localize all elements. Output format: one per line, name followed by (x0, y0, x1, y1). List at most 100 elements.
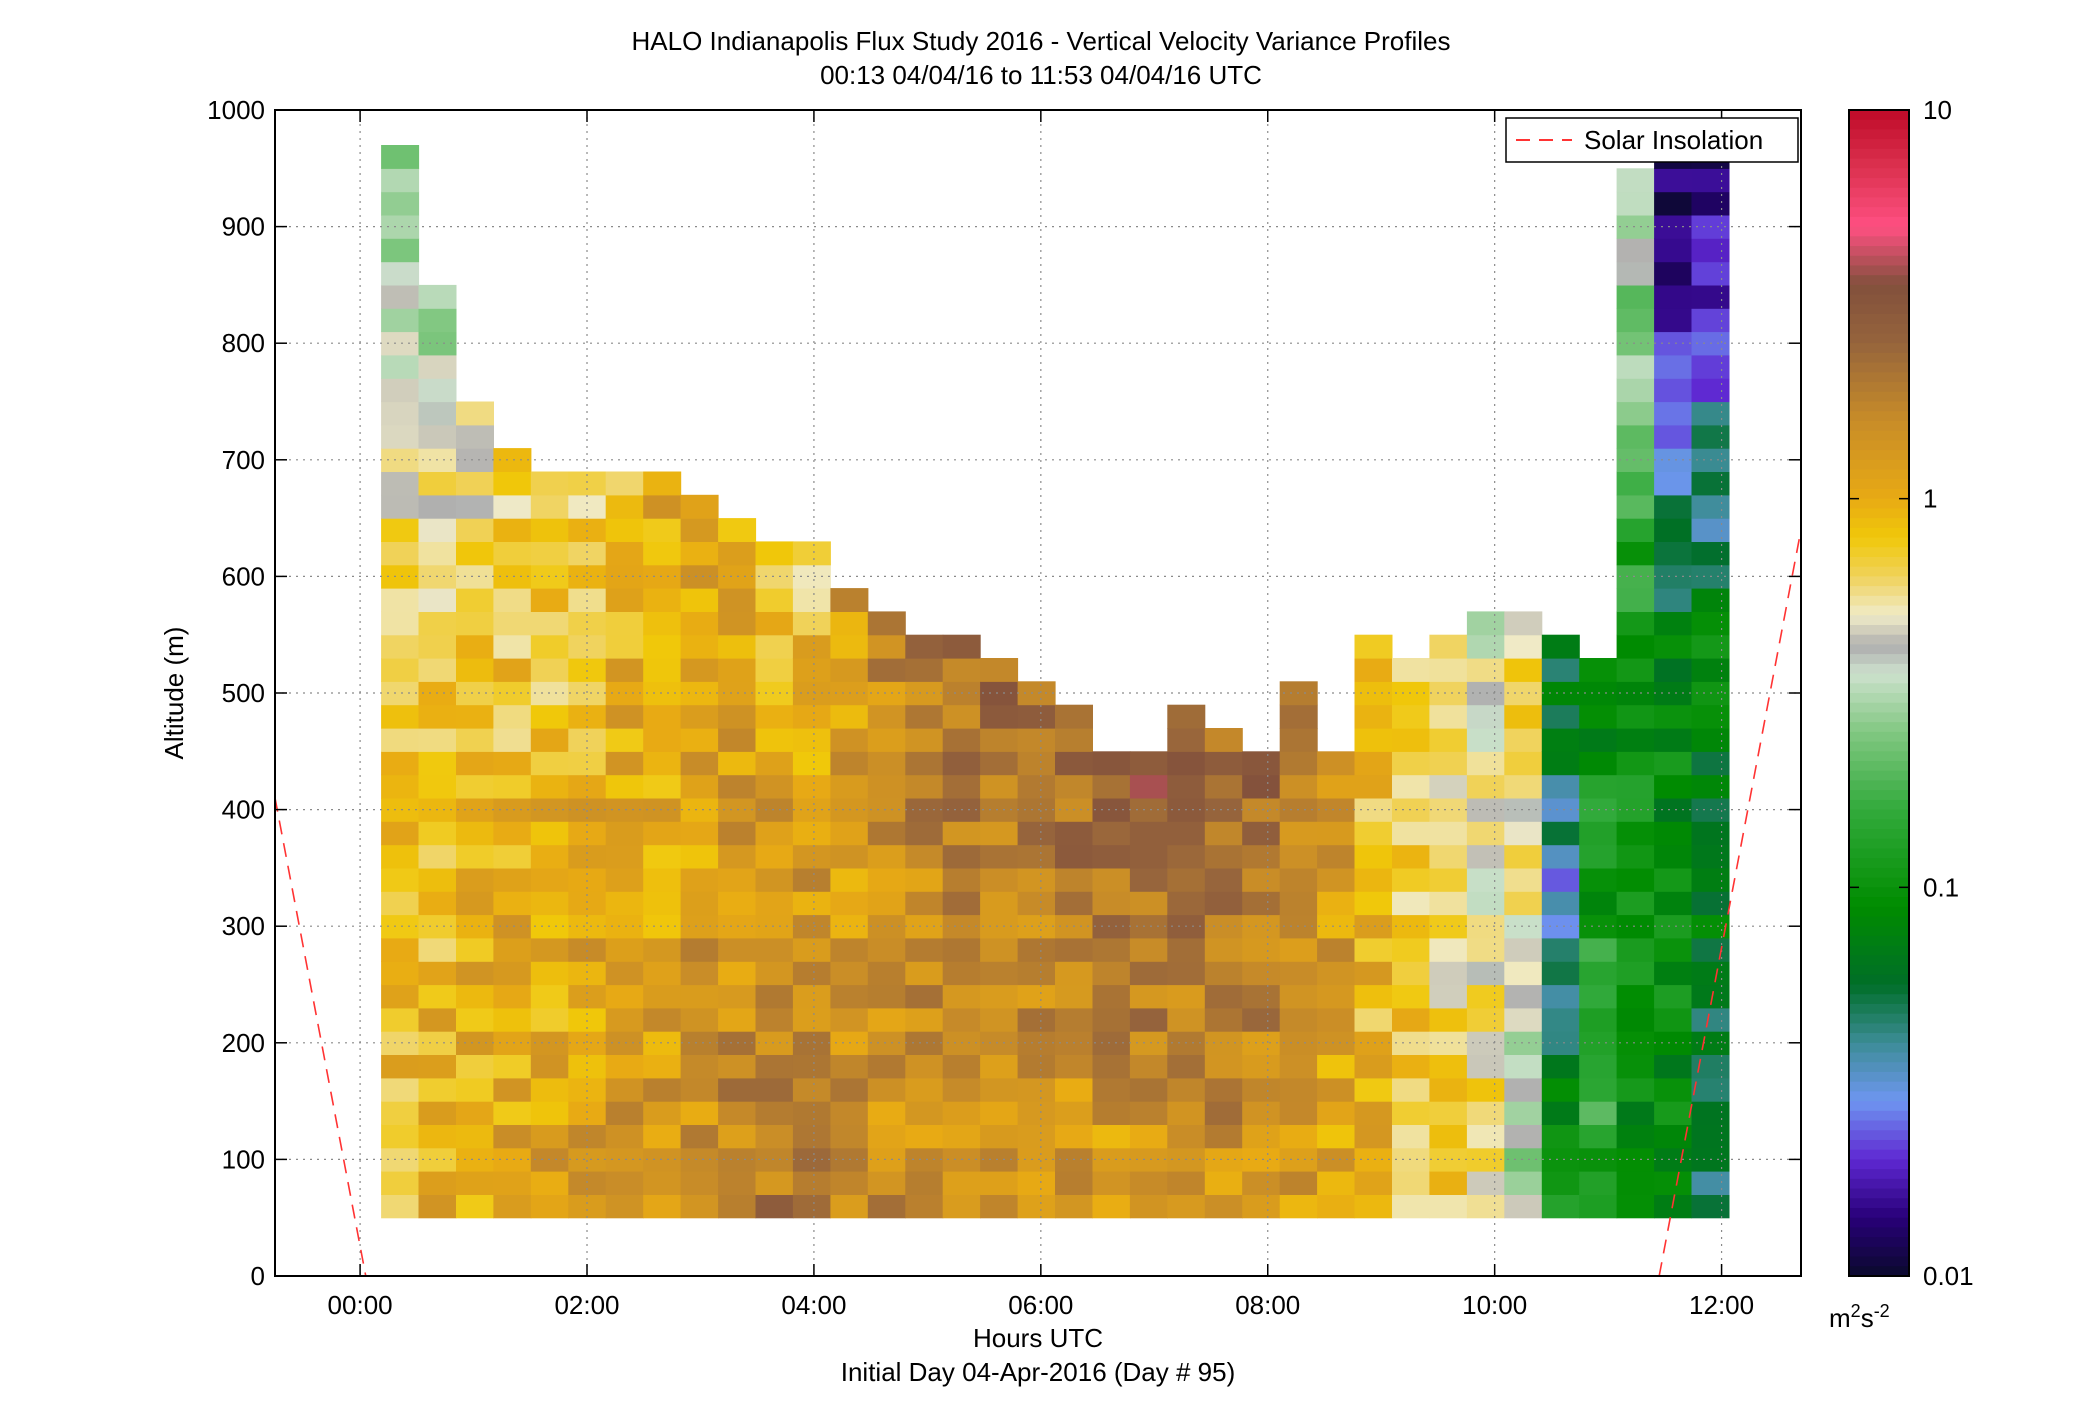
heatmap-cell (867, 821, 906, 846)
colorbar-segment (1849, 450, 1909, 461)
heatmap-cell (1392, 1101, 1430, 1125)
heatmap-cell (1092, 844, 1131, 869)
heatmap-cell (530, 1194, 569, 1219)
heatmap-cell (493, 704, 532, 729)
heatmap-cell (1392, 1077, 1430, 1102)
heatmap-cell (381, 961, 420, 986)
heatmap-cell (381, 1147, 420, 1172)
colorbar-segment (1849, 1207, 1909, 1219)
heatmap-cell (1654, 1054, 1693, 1079)
heatmap-cell (942, 751, 981, 776)
heatmap-cell (867, 797, 906, 822)
heatmap-cell (980, 984, 1019, 1009)
heatmap-cell (1541, 914, 1580, 939)
heatmap-cell (381, 774, 420, 799)
y-tick-label: 600 (222, 561, 265, 591)
heatmap-cell (456, 797, 494, 822)
heatmap-cell (792, 611, 831, 636)
heatmap-cell (381, 378, 420, 403)
heatmap-cell (867, 751, 906, 776)
y-tick-label: 800 (222, 328, 265, 358)
heatmap-cell (1429, 1031, 1468, 1055)
heatmap-cell (1429, 914, 1468, 939)
heatmap-cell (381, 1007, 420, 1032)
colorbar-segment (1849, 391, 1909, 403)
heatmap-cell (755, 1147, 794, 1172)
heatmap-cell (1055, 1124, 1093, 1149)
heatmap-cell (643, 541, 682, 566)
heatmap-cell (1129, 1124, 1168, 1149)
colorbar-segment (1849, 819, 1909, 830)
heatmap-cell (792, 914, 831, 939)
heatmap-cell (755, 774, 794, 799)
heatmap-cell (493, 1101, 532, 1125)
heatmap-cell (1466, 704, 1505, 729)
heatmap-cell (493, 564, 532, 589)
heatmap-cell (1654, 728, 1693, 752)
heatmap-cell (530, 658, 569, 682)
heatmap-cell (1204, 961, 1243, 986)
heatmap-cell (605, 751, 644, 776)
heatmap-cell (1392, 774, 1430, 799)
colorbar-segment (1849, 488, 1909, 500)
heatmap-cell (1504, 611, 1543, 636)
colorbar-segment (1849, 1023, 1909, 1034)
heatmap-cell (1429, 1194, 1468, 1219)
heatmap-cell (1055, 1077, 1093, 1102)
heatmap-cell (643, 821, 682, 846)
heatmap-cell (418, 284, 457, 309)
heatmap-cell (456, 518, 494, 542)
heatmap-cell (1579, 774, 1618, 799)
heatmap-cell (1392, 891, 1430, 916)
heatmap-cell (792, 658, 831, 682)
heatmap-cell (1616, 961, 1655, 986)
heatmap-cell (905, 961, 944, 986)
heatmap-cell (980, 658, 1019, 682)
heatmap-cell (1616, 354, 1655, 379)
colorbar-segment (1849, 955, 1909, 966)
heatmap-cell (1317, 937, 1356, 962)
heatmap-cell (942, 1101, 981, 1125)
heatmap-cell (792, 774, 831, 799)
heatmap-cell (680, 541, 719, 566)
heatmap-cell (1354, 751, 1393, 776)
y-tick-label: 0 (251, 1261, 265, 1291)
heatmap-cell (568, 681, 607, 706)
heatmap-cell (867, 611, 906, 636)
heatmap-cell (456, 588, 494, 612)
heatmap-cell (643, 564, 682, 589)
heatmap-cell (568, 937, 607, 962)
heatmap-cell (1017, 891, 1056, 916)
colorbar-segment (1849, 770, 1909, 782)
heatmap-cell (755, 797, 794, 822)
heatmap-cell (1017, 1171, 1056, 1195)
heatmap-cell (1466, 937, 1505, 962)
heatmap-cell (643, 1147, 682, 1172)
colorbar-segment (1849, 518, 1909, 529)
heatmap-cell (493, 658, 532, 682)
heatmap-cell (755, 821, 794, 846)
heatmap-cell (1129, 1194, 1168, 1219)
legend-frame (1505, 117, 1799, 163)
heatmap-cell (1616, 1031, 1655, 1055)
heatmap-cell (568, 1077, 607, 1102)
heatmap-cell (1017, 961, 1056, 986)
heatmap-cell (1429, 634, 1468, 659)
heatmap-cell (605, 704, 644, 729)
heatmap-cell (1616, 914, 1655, 939)
heatmap-cell (1242, 797, 1281, 822)
heatmap-cell (605, 961, 644, 986)
heatmap-cell (1354, 1054, 1393, 1079)
colorbar-segment (1849, 148, 1909, 160)
heatmap-cell (493, 541, 532, 566)
heatmap-cell (1429, 797, 1468, 822)
heatmap-cell (1317, 1054, 1356, 1079)
heatmap-cell (1317, 914, 1356, 939)
heatmap-cell (1616, 611, 1655, 636)
heatmap-cell (1504, 937, 1543, 962)
heatmap-cell (1654, 564, 1693, 589)
heatmap-cell (1429, 867, 1468, 892)
heatmap-cell (1279, 1077, 1318, 1102)
heatmap-cell (1654, 961, 1693, 986)
colorbar-segment (1849, 1101, 1909, 1112)
